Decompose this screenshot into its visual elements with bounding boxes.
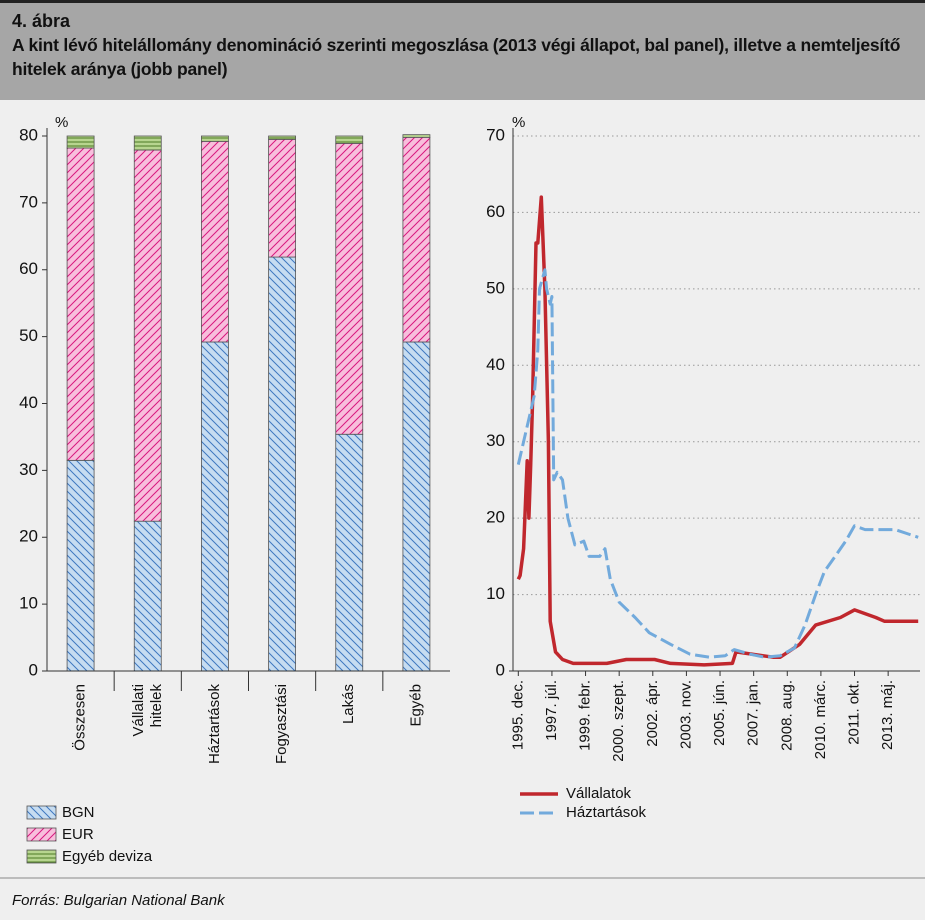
y-tick-label: 0 bbox=[496, 660, 505, 679]
bar-segment bbox=[402, 341, 431, 672]
bar-segment bbox=[268, 135, 296, 140]
y-tick-label: 10 bbox=[19, 594, 38, 613]
legend-swatch bbox=[26, 849, 57, 864]
legend-swatch bbox=[26, 827, 57, 842]
y-tick-label: 30 bbox=[19, 460, 38, 479]
bar-segment bbox=[66, 459, 95, 672]
x-tick-label: 2008. aug. bbox=[778, 680, 795, 751]
bar-segment bbox=[201, 341, 229, 672]
y-tick-label: 30 bbox=[486, 431, 505, 450]
bar-segment bbox=[66, 135, 95, 149]
y-tick-label: 70 bbox=[19, 192, 38, 211]
figure-label: 4. ábra bbox=[12, 11, 71, 31]
y-tick-label: 60 bbox=[486, 202, 505, 221]
legend-label: EUR bbox=[62, 826, 94, 843]
x-tick-label: 1999. febr. bbox=[577, 680, 594, 751]
legend-label: Egyéb deviza bbox=[62, 848, 153, 865]
bar-segment bbox=[133, 149, 162, 522]
bar-segment bbox=[335, 142, 364, 435]
x-tick-label: 2007. jan. bbox=[745, 680, 762, 746]
x-tick-label: Vállalatihitelek bbox=[130, 684, 165, 737]
x-tick-label: Lakás bbox=[340, 684, 357, 724]
source: Forrás: Bulgarian National Bank bbox=[12, 892, 226, 909]
x-tick-label: Háztartások bbox=[206, 684, 223, 765]
legend-label: Háztartások bbox=[566, 804, 647, 821]
y-unit: % bbox=[512, 114, 525, 131]
bar-segment bbox=[268, 256, 296, 672]
x-tick-label: Fogyasztási bbox=[273, 684, 290, 764]
x-tick-label: 2013. máj. bbox=[879, 680, 896, 750]
bar-segment bbox=[133, 135, 162, 151]
x-tick-label: Összesen bbox=[71, 684, 89, 751]
x-tick-label: 2011. okt. bbox=[845, 680, 862, 745]
line-series bbox=[516, 268, 919, 659]
bar-segment bbox=[402, 136, 431, 343]
y-tick-label: 40 bbox=[486, 355, 505, 374]
y-tick-label: 20 bbox=[486, 508, 505, 527]
y-tick-label: 70 bbox=[486, 125, 505, 144]
y-tick-label: 40 bbox=[19, 393, 38, 412]
y-tick-label: 10 bbox=[486, 584, 505, 603]
bar-segment bbox=[335, 135, 364, 144]
x-tick-label: 2003. nov. bbox=[677, 680, 694, 749]
y-tick-label: 60 bbox=[19, 259, 38, 278]
x-tick-label: 2005. jún. bbox=[711, 680, 728, 746]
x-tick-label: 2000. szept. bbox=[610, 680, 627, 762]
bar-segment bbox=[402, 134, 431, 138]
x-tick-label: 2002. ápr. bbox=[644, 680, 661, 747]
bar-segment bbox=[66, 147, 95, 461]
y-unit: % bbox=[55, 114, 68, 131]
x-tick-label: 1995. dec. bbox=[509, 680, 526, 750]
legend-label: BGN bbox=[62, 804, 95, 821]
y-tick-label: 50 bbox=[486, 278, 505, 297]
bar-segment bbox=[133, 520, 162, 672]
legend-swatch bbox=[26, 805, 57, 820]
bar-segment bbox=[201, 140, 229, 343]
x-tick-label: 2010. márc. bbox=[812, 680, 829, 759]
y-tick-label: 50 bbox=[19, 326, 38, 345]
x-tick-label: 1997. júl. bbox=[543, 680, 560, 741]
legend-label: Vállalatok bbox=[566, 785, 632, 802]
line-series bbox=[516, 195, 919, 667]
bar-segment bbox=[335, 433, 364, 672]
header: 4. ábra A kint lévő hitelállomány denomi… bbox=[0, 0, 925, 100]
bar-segment bbox=[268, 138, 296, 258]
x-tick-label: Egyéb bbox=[407, 684, 424, 727]
figure-title: A kint lévő hitelállomány denomináció sz… bbox=[12, 35, 901, 79]
y-tick-label: 0 bbox=[29, 660, 38, 679]
bar-segment bbox=[201, 135, 229, 142]
y-tick-label: 80 bbox=[19, 125, 38, 144]
y-tick-label: 20 bbox=[19, 527, 38, 546]
